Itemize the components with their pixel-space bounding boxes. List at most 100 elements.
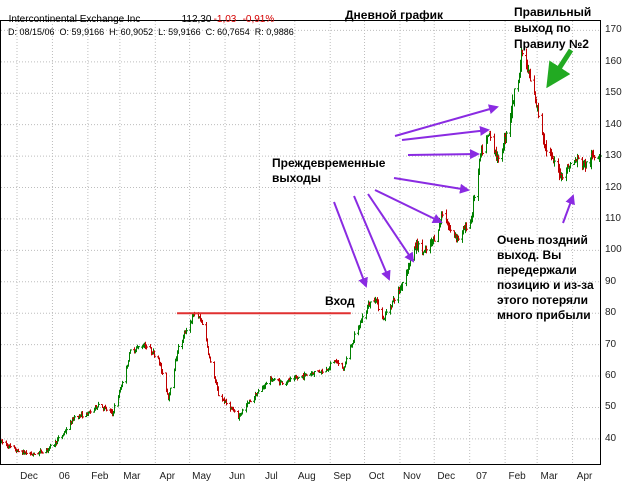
- ohlc-bar: [141, 345, 144, 350]
- x-tick-label: Dec: [20, 471, 38, 482]
- ohlc-bar: [585, 161, 588, 168]
- ohlc-bar: [121, 380, 124, 388]
- ohlc-bar: [128, 352, 131, 362]
- x-tick-label: Oct: [368, 471, 385, 482]
- ohlc-bar: [201, 319, 204, 325]
- ohlc-bar: [273, 377, 276, 381]
- ohlc-bar: [280, 380, 283, 383]
- annotation-arrow: [333, 201, 368, 288]
- correct-exit-arrow: [546, 48, 574, 89]
- y-tick-label: 70: [605, 338, 617, 350]
- ohlc-bar: [225, 398, 228, 406]
- ohlc-bar: [465, 222, 468, 232]
- ohlc-bar: [489, 130, 492, 141]
- symbol-name: Intercontinental Exchange Inc: [8, 14, 141, 25]
- ohlc-bar: [257, 388, 260, 394]
- annotation-arrow: [401, 125, 490, 141]
- ohlc-bar: [81, 411, 84, 419]
- annotation-arrow: [393, 177, 470, 194]
- ohlc-bar: [569, 162, 572, 169]
- ohlc-bar: [73, 414, 76, 421]
- y-tick-label: 160: [605, 55, 622, 67]
- ohlc-bar: [497, 155, 500, 163]
- ohlc-bar: [537, 102, 540, 119]
- ohlc-bar: [137, 345, 140, 350]
- ohlc-bar: [25, 450, 28, 455]
- ohlc-bar: [313, 370, 316, 378]
- ohlc-bar: [97, 401, 100, 408]
- annotation-arrow: [367, 193, 415, 263]
- ohlc-bar: [177, 343, 180, 354]
- ohlc-bar: [1, 439, 4, 445]
- ohlc-bar: [33, 453, 36, 456]
- ohlc-bar: [385, 309, 388, 316]
- ohlc-bar: [377, 299, 380, 312]
- ohlc-bar: [481, 144, 484, 156]
- y-tick-label: 60: [605, 370, 617, 382]
- ohlc-bar: [584, 158, 587, 172]
- ohlc-bar: [457, 235, 460, 241]
- ohlc-bar: [521, 49, 524, 57]
- x-tick-label: Feb: [91, 471, 109, 482]
- ohlc-bar: [561, 174, 564, 180]
- x-tick-label: Feb: [508, 471, 526, 482]
- ohlc-bar: [17, 448, 20, 453]
- y-tick-label: 140: [605, 118, 622, 130]
- y-tick-label: 130: [605, 150, 622, 162]
- ohlc-bar: [113, 403, 116, 414]
- x-tick-label: 07: [476, 471, 488, 482]
- x-tick-label: May: [192, 471, 212, 482]
- ohlc-bar: [361, 313, 364, 323]
- ohlc-bar: [173, 368, 176, 389]
- annotation-overlay: [177, 48, 575, 315]
- plot-frame: [0, 20, 601, 465]
- ohlc-bar: [486, 136, 489, 144]
- chart-title: Дневной график: [345, 8, 444, 22]
- ohlc-bar: [473, 194, 476, 202]
- y-tick-label: 50: [605, 401, 617, 413]
- ohlc-bar: [161, 368, 164, 375]
- ohlc-bar: [41, 451, 44, 454]
- ohlc-bar: [105, 406, 108, 412]
- ohlc-bar: [65, 427, 68, 435]
- ohlc-bar: [553, 156, 556, 167]
- x-tick-label: Apr: [159, 471, 176, 482]
- ohlc-bar: [153, 350, 156, 358]
- ohlc-bar: [217, 386, 220, 397]
- x-tick-label: Apr: [576, 471, 593, 482]
- correct-exit-label: Правильный выход по Правилу №2: [514, 5, 592, 51]
- y-tick-label: 100: [605, 244, 622, 256]
- ohlc-bar: [541, 113, 544, 136]
- ohlc-bar: [369, 301, 372, 309]
- ohlc-bar: [185, 327, 188, 335]
- ohlc-bar: [433, 234, 436, 242]
- ohlc-bar: [345, 356, 348, 365]
- ohlc-bar: [241, 408, 244, 415]
- ohlc-bar: [401, 282, 404, 292]
- gridlines: [1, 21, 600, 464]
- ohlc-bar: [265, 381, 268, 385]
- annotation-arrow: [407, 149, 480, 160]
- ohlc-bar: [169, 387, 172, 396]
- x-tick-label: Dec: [437, 471, 456, 482]
- ohlc-bar: [496, 151, 499, 164]
- y-tick-label: 90: [605, 275, 617, 287]
- ohlc-bar: [417, 241, 420, 253]
- x-tick-label: Aug: [297, 471, 316, 482]
- ohlc-bar: [505, 130, 508, 144]
- annotation-arrow: [562, 194, 575, 224]
- ohlc-bar: [349, 344, 352, 360]
- x-tick-label: Sep: [333, 471, 352, 482]
- ohlc-bar: [209, 356, 212, 363]
- ohlc-bar: [129, 349, 132, 354]
- x-tick-label: Mar: [123, 471, 141, 482]
- y-tick-label: 170: [605, 24, 622, 36]
- ohlc-bar: [57, 435, 60, 442]
- ohlc-bar: [533, 75, 536, 95]
- y-tick-label: 150: [605, 87, 622, 99]
- ohlc-bar: [545, 140, 548, 157]
- ohlc-bar: [329, 361, 332, 371]
- premature-exits-label: Преждевременные выходы: [272, 156, 386, 185]
- y-tick-label: 120: [605, 181, 622, 193]
